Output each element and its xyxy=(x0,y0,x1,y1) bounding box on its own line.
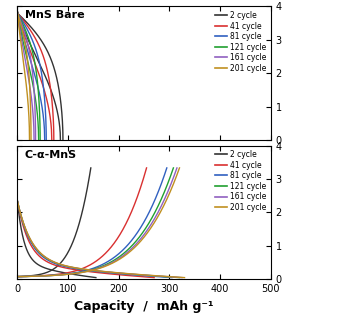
Legend: 2 cycle, 41 cycle, 81 cycle, 121 cycle, 161 cycle, 201 cycle: 2 cycle, 41 cycle, 81 cycle, 121 cycle, … xyxy=(214,10,267,74)
Legend: 2 cycle, 41 cycle, 81 cycle, 121 cycle, 161 cycle, 201 cycle: 2 cycle, 41 cycle, 81 cycle, 121 cycle, … xyxy=(214,149,267,213)
Text: C-α-MnS: C-α-MnS xyxy=(25,150,77,160)
Text: MnS Bare: MnS Bare xyxy=(25,11,85,21)
X-axis label: Capacity  /  mAh g⁻¹: Capacity / mAh g⁻¹ xyxy=(74,300,214,313)
